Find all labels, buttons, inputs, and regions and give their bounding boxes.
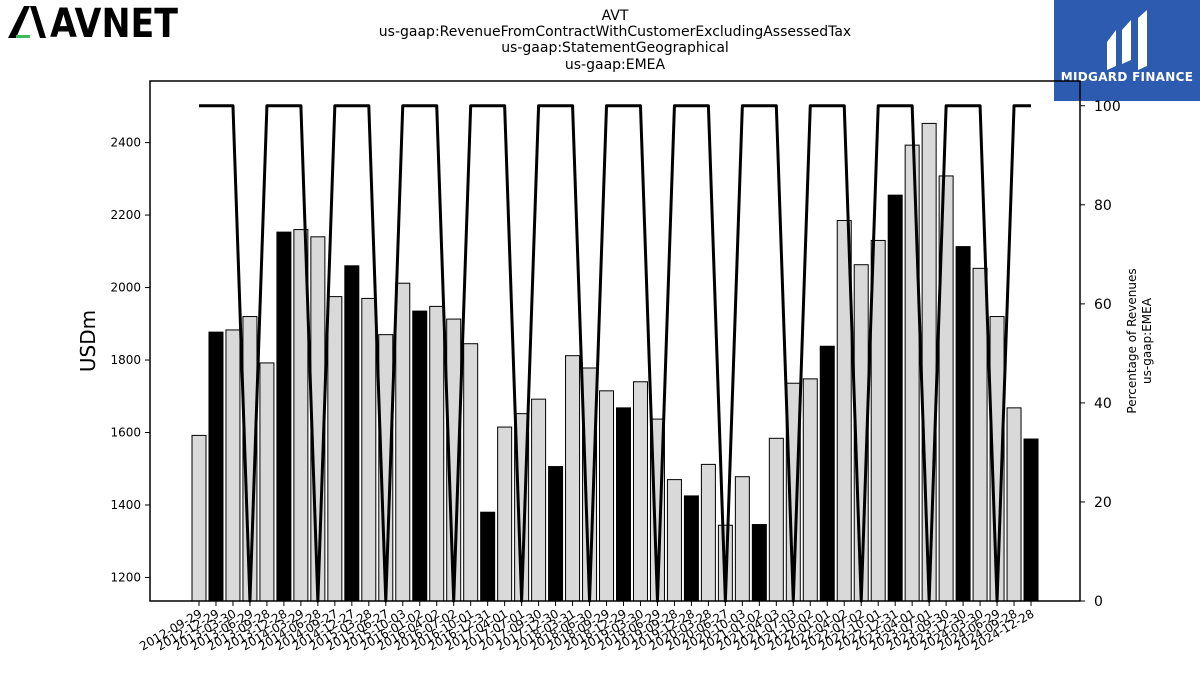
y2-tick-label: 80 xyxy=(1094,198,1112,214)
y-tick-label: 2000 xyxy=(110,281,141,295)
y-tick-label: 1400 xyxy=(110,498,141,512)
title-line-1: AVT xyxy=(602,8,629,24)
bar xyxy=(1023,438,1039,602)
y2-tick-label: 60 xyxy=(1094,297,1112,313)
bar xyxy=(208,331,224,602)
bar xyxy=(565,355,581,602)
y2-tick-label: 100 xyxy=(1094,99,1121,115)
bar xyxy=(734,476,750,602)
logo-text: AVNET xyxy=(50,1,179,47)
y-axis-label: USDm xyxy=(76,310,100,372)
bar xyxy=(327,296,343,602)
bar xyxy=(802,378,818,602)
midgard-logo-icon xyxy=(1107,10,1147,70)
bar xyxy=(463,343,479,602)
bar-series xyxy=(191,122,1039,602)
bar xyxy=(768,437,784,602)
y-tick-label: 1600 xyxy=(110,425,141,439)
title-line-4: us-gaap:EMEA xyxy=(565,57,666,73)
y2-axis-label-line-2: us-gaap:EMEA xyxy=(1140,297,1154,384)
avnet-logo: AVNET xyxy=(8,1,179,47)
bar xyxy=(548,466,564,602)
bar xyxy=(683,495,699,602)
bar xyxy=(666,479,682,602)
avnet-logo-mark xyxy=(8,6,46,38)
plot-frame xyxy=(149,80,1081,602)
y2-axis-label: Percentage of Revenues us-gaap:EMEA xyxy=(1125,268,1154,413)
bar xyxy=(361,297,377,602)
y-tick-label: 2200 xyxy=(110,208,141,222)
bar xyxy=(632,381,648,602)
bar xyxy=(429,305,445,602)
axes xyxy=(149,80,1081,602)
y2-tick-label: 40 xyxy=(1094,396,1112,412)
badge-text: MIDGARD FINANCE xyxy=(1061,70,1193,84)
y-tick-label: 2400 xyxy=(110,136,141,150)
bar xyxy=(870,239,886,602)
bar xyxy=(276,231,292,602)
bar xyxy=(497,426,513,602)
y2-tick-label: 0 xyxy=(1094,594,1103,610)
title-line-3: us-gaap:StatementGeographical xyxy=(501,40,729,56)
bar xyxy=(259,362,275,602)
bar xyxy=(921,122,937,602)
y2-tick-label: 20 xyxy=(1094,495,1112,511)
midgard-badge: MIDGARD FINANCE xyxy=(1054,0,1200,101)
bar xyxy=(531,398,547,602)
bar xyxy=(616,407,631,602)
x-ticks: 2012-09-292012-12-292013-03-302013-06-29… xyxy=(137,601,1037,653)
bar xyxy=(395,282,411,602)
bar xyxy=(225,329,241,602)
bar xyxy=(191,434,207,602)
bar xyxy=(599,390,615,602)
bar xyxy=(480,511,496,602)
bar xyxy=(344,265,360,602)
y2-ticks: 0 20 40 60 80 100 xyxy=(1080,99,1121,610)
bar xyxy=(955,246,971,602)
y-ticks: 1200 1400 1600 1800 2000 2200 2400 xyxy=(110,136,150,584)
bar xyxy=(887,194,903,602)
percentage-line xyxy=(199,104,1032,603)
y2-axis-label-line-1: Percentage of Revenues xyxy=(1125,268,1139,413)
chart-title: AVT us-gaap:RevenueFromContractWithCusto… xyxy=(379,8,851,73)
y-tick-label: 1200 xyxy=(110,570,141,584)
bar xyxy=(1006,407,1022,602)
y-tick-label: 1800 xyxy=(110,353,141,367)
bar xyxy=(972,267,988,602)
bar xyxy=(700,463,716,602)
title-line-2: us-gaap:RevenueFromContractWithCustomerE… xyxy=(379,24,851,40)
bar xyxy=(819,345,835,602)
bar xyxy=(751,524,767,602)
logo-accent-bar xyxy=(16,35,30,38)
bar xyxy=(412,310,428,602)
